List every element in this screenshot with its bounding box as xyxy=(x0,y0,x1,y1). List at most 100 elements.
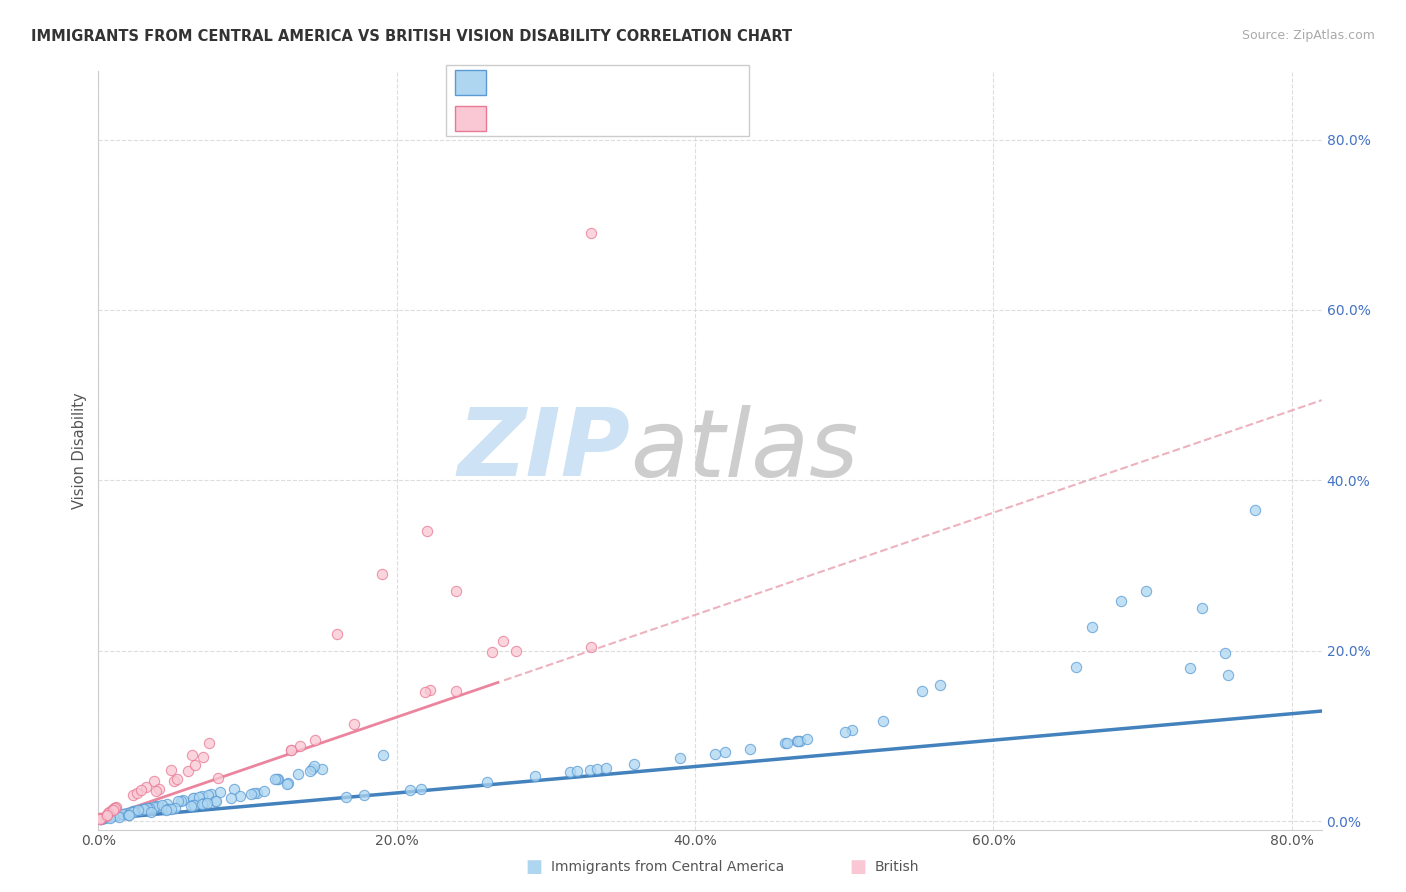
Point xyxy=(704,747,727,761)
Point xyxy=(172,793,194,807)
Point xyxy=(97,805,120,820)
Text: N = 116: N = 116 xyxy=(628,75,696,90)
Point xyxy=(188,789,211,804)
Point xyxy=(266,772,288,786)
Point xyxy=(371,566,394,581)
Point xyxy=(142,800,165,814)
Point xyxy=(1180,660,1202,674)
Point xyxy=(155,803,177,817)
Point xyxy=(311,762,333,776)
Point xyxy=(107,808,129,822)
Point xyxy=(180,798,202,813)
Point xyxy=(132,802,155,816)
Point xyxy=(195,796,218,810)
Point xyxy=(191,789,214,803)
Point xyxy=(669,751,692,765)
Text: ■: ■ xyxy=(526,858,543,876)
Point xyxy=(326,626,349,640)
Point xyxy=(567,764,589,779)
Point xyxy=(93,811,115,825)
Point xyxy=(1064,660,1087,674)
Point xyxy=(789,733,811,747)
Point xyxy=(111,807,134,822)
Point xyxy=(276,777,298,791)
Point xyxy=(586,762,609,776)
Point xyxy=(167,794,190,808)
Point xyxy=(162,773,184,788)
Point xyxy=(105,808,128,822)
Point xyxy=(103,801,125,815)
Point xyxy=(335,789,357,804)
Point xyxy=(1191,600,1213,615)
Point xyxy=(446,584,468,599)
Point xyxy=(446,683,468,698)
Point xyxy=(413,685,436,699)
Point xyxy=(1109,594,1132,608)
Point xyxy=(160,763,183,777)
Point xyxy=(191,750,214,764)
Point xyxy=(104,801,127,815)
Point xyxy=(122,805,145,819)
Point xyxy=(181,798,204,813)
Point xyxy=(246,786,269,800)
Bar xyxy=(456,70,486,95)
Point xyxy=(191,797,214,811)
Point xyxy=(122,805,145,819)
Point xyxy=(578,763,600,777)
Point xyxy=(93,811,115,825)
Point xyxy=(90,812,112,826)
Point xyxy=(89,812,111,826)
Point xyxy=(1135,583,1157,598)
Point xyxy=(89,812,111,826)
Point xyxy=(145,784,167,798)
Point xyxy=(219,791,242,805)
Point xyxy=(132,802,155,816)
Point xyxy=(139,800,162,814)
Point xyxy=(773,736,796,750)
FancyBboxPatch shape xyxy=(446,65,749,136)
Point xyxy=(1213,646,1236,660)
Point xyxy=(277,776,299,790)
Point xyxy=(298,764,321,778)
Point xyxy=(240,787,263,801)
Point xyxy=(135,801,157,815)
Point xyxy=(117,808,139,822)
Point xyxy=(100,803,122,817)
Point xyxy=(492,634,515,648)
Point xyxy=(121,805,143,819)
Point xyxy=(183,790,205,805)
Point xyxy=(170,794,193,808)
Point xyxy=(115,805,138,820)
Point xyxy=(419,682,441,697)
Text: ZIP: ZIP xyxy=(457,404,630,497)
Point xyxy=(353,788,375,802)
Y-axis label: Vision Disability: Vision Disability xyxy=(72,392,87,508)
Point xyxy=(143,774,166,789)
Point xyxy=(264,772,287,787)
Point xyxy=(101,803,124,817)
Point xyxy=(108,809,131,823)
Point xyxy=(156,802,179,816)
Point xyxy=(129,783,152,797)
Point xyxy=(156,802,179,816)
Point xyxy=(131,803,153,817)
Point xyxy=(229,789,252,804)
Point xyxy=(89,811,111,825)
Point xyxy=(1080,620,1102,634)
Point xyxy=(786,734,808,748)
Point xyxy=(156,797,179,811)
Point xyxy=(481,645,503,659)
Point xyxy=(872,714,894,729)
Point xyxy=(415,524,437,539)
Point xyxy=(134,802,156,816)
Text: atlas: atlas xyxy=(630,405,859,496)
Point xyxy=(181,791,204,805)
Point xyxy=(160,802,183,816)
Point xyxy=(148,782,170,797)
Point xyxy=(90,811,112,825)
Point xyxy=(558,765,581,780)
Point xyxy=(176,764,198,779)
Point xyxy=(409,781,432,796)
Point xyxy=(184,757,207,772)
Point xyxy=(98,805,121,819)
